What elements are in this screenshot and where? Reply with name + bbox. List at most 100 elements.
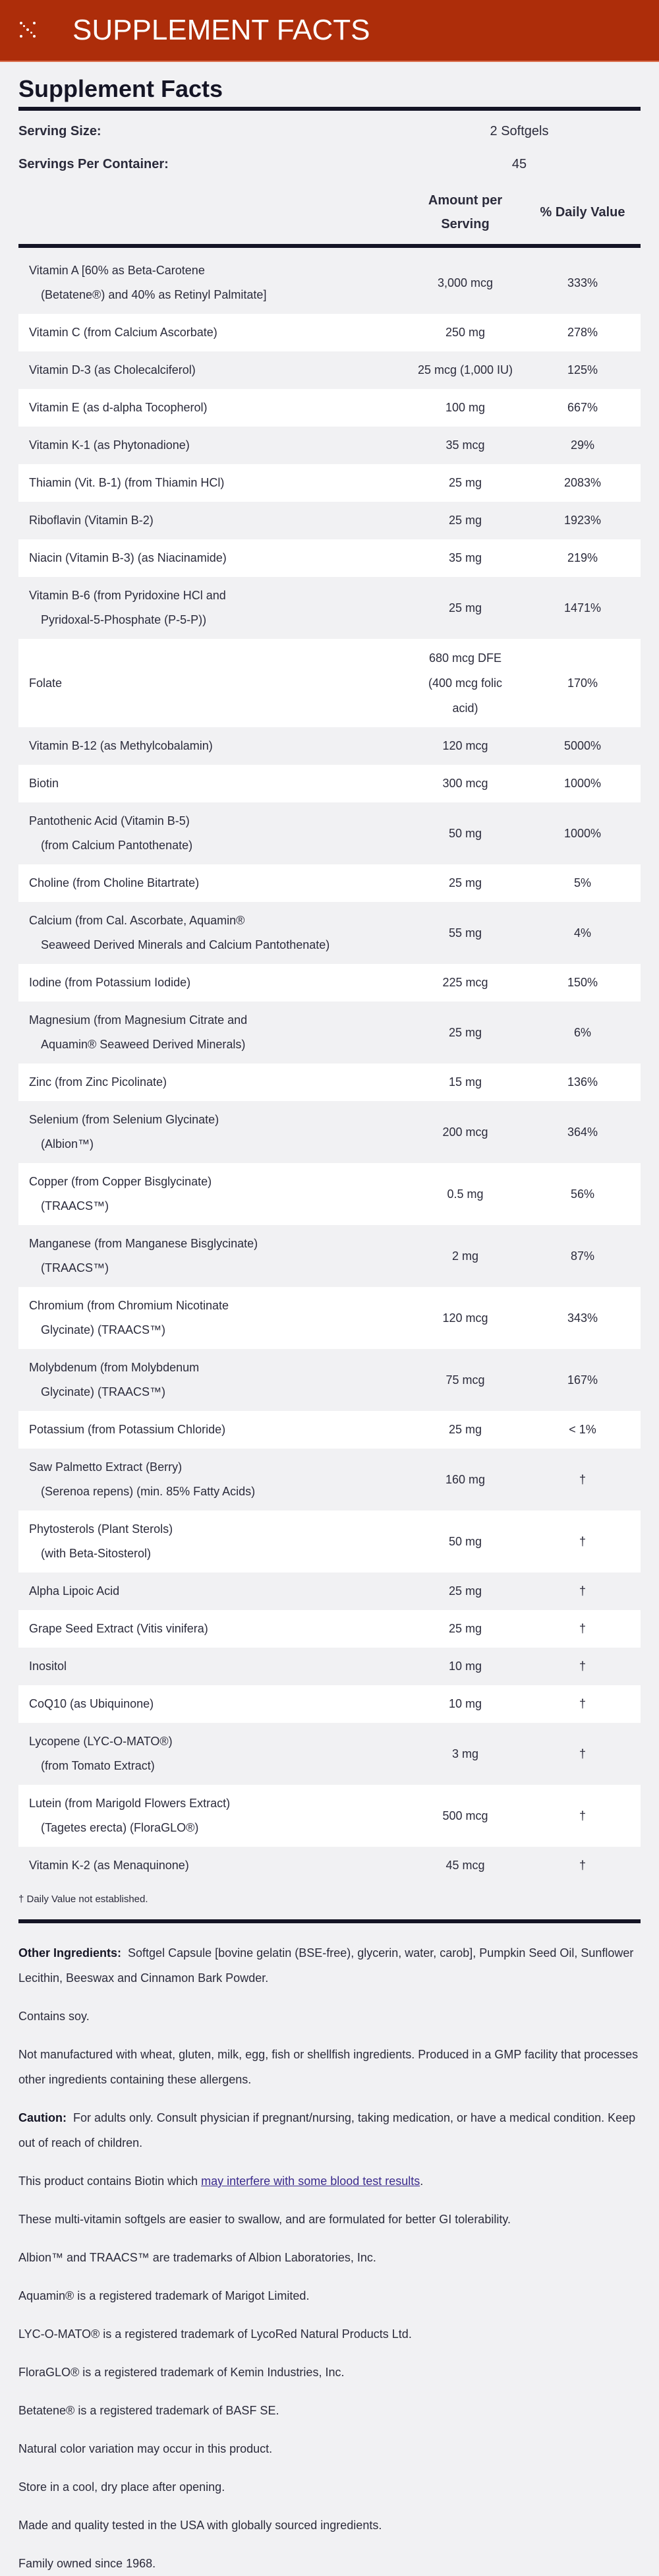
nutrient-daily-value: 5000%: [563, 739, 602, 752]
nutrient-daily-value: 278%: [567, 326, 598, 339]
nutrient-row: Vitamin D-3 (as Cholecalciferol) 25 mcg (…: [18, 351, 641, 389]
divider: [18, 1919, 641, 1923]
nutrient-row: Calcium (from Cal. Ascorbate, Aquamin® Se…: [18, 902, 641, 964]
nutrient-daily-value: 29%: [570, 438, 595, 452]
nutrient-daily-value: †: [579, 1622, 586, 1635]
nutrient-amount: 25 mg: [448, 876, 482, 889]
nutrient-name: Magnesium (from Magnesium Citrate and Aqu…: [29, 1013, 248, 1051]
nutrient-row: Thiamin (Vit. B-1) (from Thiamin HCl) 25 …: [18, 464, 641, 502]
nutrient-daily-value: 170%: [567, 676, 598, 690]
nutrient-row: Biotin 300 mcg 1000%: [18, 765, 641, 802]
nutrient-daily-value: 333%: [567, 276, 598, 289]
nutrient-name: Potassium (from Potassium Chloride): [29, 1423, 226, 1436]
nutrient-name: Vitamin A [60% as Beta-Carotene (Betatene…: [29, 264, 267, 301]
nutrient-amount: 500 mcg: [442, 1809, 488, 1822]
info-line: LYC-O-MATO® is a registered trademark of…: [18, 2327, 412, 2341]
nutrient-amount: 250 mg: [445, 326, 486, 339]
nutrient-name: Saw Palmetto Extract (Berry) (Serenoa rep…: [29, 1460, 256, 1498]
nutrient-daily-value: 1000%: [563, 777, 602, 790]
nutrient-daily-value: 343%: [567, 1311, 598, 1325]
nutrient-daily-value: 56%: [570, 1187, 595, 1201]
nutrient-amount: 300 mcg: [442, 777, 488, 790]
nutrient-amount: 2 mg: [451, 1249, 479, 1263]
nutrient-row: Chromium (from Chromium Nicotinate Glycin…: [18, 1287, 641, 1349]
info-line: Natural color variation may occur in thi…: [18, 2442, 273, 2455]
nutrient-row: Selenium (from Selenium Glycinate) (Albio…: [18, 1101, 641, 1163]
nutrient-row: Vitamin B-12 (as Methylcobalamin) 120 mcg…: [18, 727, 641, 765]
nutrient-amount: 25 mg: [448, 1423, 482, 1436]
nutrient-row: Potassium (from Potassium Chloride) 25 mg…: [18, 1411, 641, 1449]
nutrient-row: CoQ10 (as Ubiquinone) 10 mg †: [18, 1685, 641, 1723]
serving-size-value: 2 Softgels: [490, 123, 549, 138]
nutrient-row: Molybdenum (from Molybdenum Glycinate) (T…: [18, 1349, 641, 1411]
nutrient-row: Vitamin A [60% as Beta-Carotene (Betatene…: [18, 252, 641, 314]
servings-label: Servings Per Container:: [18, 156, 169, 171]
nutrient-name: Vitamin K-2 (as Menaquinone): [29, 1859, 189, 1872]
nutrient-daily-value: †: [579, 1660, 586, 1673]
servings-value: 45: [511, 156, 527, 171]
nutrient-daily-value: < 1%: [569, 1423, 596, 1436]
nutrient-row: Lycopene (LYC-O-MATO®) (from Tomato Extra…: [18, 1723, 641, 1785]
nutrient-daily-value: 150%: [567, 976, 598, 989]
nutrient-row: Niacin (Vitamin B-3) (as Niacinamide) 35 …: [18, 539, 641, 577]
nutrient-name: Vitamin D-3 (as Cholecalciferol): [29, 363, 196, 376]
caution: Caution: For adults only. Consult physic…: [18, 2111, 636, 2149]
nutrient-name: Lutein (from Marigold Flowers Extract) (T…: [29, 1797, 231, 1834]
nutrient-daily-value: 2083%: [563, 476, 602, 489]
section-header[interactable]: SUPPLEMENT FACTS: [0, 0, 659, 62]
daily-value-header: % Daily Value: [540, 204, 625, 220]
nutrient-daily-value: †: [579, 1584, 586, 1598]
biotin-notice: This product contains Biotin which may i…: [18, 2174, 424, 2188]
nutrient-daily-value: 167%: [567, 1373, 598, 1387]
nutrient-amount: 50 mg: [448, 1534, 482, 1548]
nutrient-amount: 35 mg: [448, 551, 482, 564]
nutrient-name: Manganese (from Manganese Bisglycinate)(…: [29, 1237, 258, 1274]
nutrient-name: Folate: [29, 676, 63, 690]
nutrient-daily-value: 364%: [567, 1125, 598, 1139]
servings-per-container: Servings Per Container: 45: [18, 148, 641, 181]
nutrient-daily-value: †: [579, 1859, 586, 1872]
nutrient-name: Niacin (Vitamin B-3) (as Niacinamide): [29, 551, 227, 564]
nutrient-amount: 25 mg: [448, 514, 482, 527]
nutrient-amount: 160 mg: [445, 1472, 486, 1486]
nutrient-row: Lutein (from Marigold Flowers Extract) (T…: [18, 1785, 641, 1847]
nutrient-amount: 45 mcg: [445, 1859, 485, 1872]
nutrient-amount: 55 mg: [448, 926, 482, 940]
footnote: † Daily Value not established.: [18, 1894, 148, 1905]
nutrient-daily-value: 1471%: [563, 601, 602, 614]
section-title: SUPPLEMENT FACTS: [72, 14, 370, 46]
amount-header: Amount per Serving: [428, 193, 503, 231]
info-line: FloraGLO® is a registered trademark of K…: [18, 2366, 345, 2379]
nutrient-daily-value: 87%: [570, 1249, 595, 1263]
nutrient-row: Vitamin K-2 (as Menaquinone) 45 mcg †: [18, 1847, 641, 1884]
nutrient-name: Vitamin B-6 (from Pyridoxine HCl and Pyri…: [29, 589, 226, 626]
nutrient-row: Vitamin C (from Calcium Ascorbate) 250 mg…: [18, 314, 641, 351]
nutrient-daily-value: †: [579, 1747, 586, 1760]
nutrient-amount: 200 mcg: [442, 1125, 488, 1139]
info-line: Family owned since 1968.: [18, 2557, 156, 2570]
column-headers: Amount per Serving % Daily Value: [18, 181, 641, 244]
nutrient-amount: 120 mcg: [442, 739, 488, 752]
info-line: Betatene® is a registered trademark of B…: [18, 2404, 279, 2417]
biotin-link[interactable]: may interfere with some blood test resul…: [201, 2174, 420, 2188]
nutrient-amount: 225 mcg: [442, 976, 488, 989]
nutrient-daily-value: 219%: [567, 551, 598, 564]
nutrient-name: Inositol: [29, 1660, 67, 1673]
nutrient-name: Molybdenum (from Molybdenum Glycinate) (T…: [29, 1361, 200, 1398]
info-line: Made and quality tested in the USA with …: [18, 2519, 382, 2532]
nutrient-amount: 0.5 mg: [447, 1187, 484, 1201]
divider: [18, 107, 641, 111]
nutrient-row: Vitamin E (as d-alpha Tocopherol) 100 mg 6…: [18, 389, 641, 427]
nutrient-row: Vitamin B-6 (from Pyridoxine HCl and Pyri…: [18, 577, 641, 639]
nutrient-name: Riboflavin (Vitamin B-2): [29, 514, 154, 527]
nutrient-table: Vitamin A [60% as Beta-Carotene (Betatene…: [18, 252, 641, 1884]
nutrient-name: CoQ10 (as Ubiquinone): [29, 1697, 154, 1710]
nutrient-amount: 25 mg: [448, 1622, 482, 1635]
nutrient-row: Zinc (from Zinc Picolinate) 15 mg 136%: [18, 1063, 641, 1101]
nutrient-name: Vitamin E (as d-alpha Tocopherol): [29, 401, 208, 414]
nutrient-name: Grape Seed Extract (Vitis vinifera): [29, 1622, 208, 1635]
nutrient-name: Iodine (from Potassium Iodide): [29, 976, 191, 989]
nutrient-name: Chromium (from Chromium Nicotinate Glycin…: [29, 1299, 229, 1336]
nutrient-amount: 10 mg: [448, 1660, 482, 1673]
nutrient-daily-value: †: [579, 1534, 586, 1548]
